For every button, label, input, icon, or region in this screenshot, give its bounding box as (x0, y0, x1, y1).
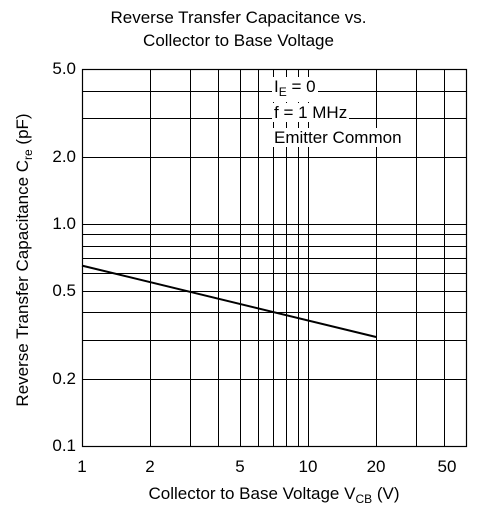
annotation-ie-sub: E (278, 85, 287, 99)
annotation-ie: IE = 0 (272, 77, 318, 102)
y-axis-label-text: Reverse Transfer Capacitance C (13, 159, 32, 407)
annotation-emitter-common: Emitter Common (272, 128, 404, 147)
annotation-ie-rest: = 0 (286, 77, 316, 96)
chart-title-line-1: Reverse Transfer Capacitance vs. (110, 8, 367, 27)
chart-title-line-2: Collector to Base Voltage (143, 31, 334, 50)
y-axis-label-sub: re (21, 149, 35, 160)
x-tick-label: 20 (366, 457, 386, 476)
x-tick-label: 5 (235, 457, 245, 476)
x-axis-label-sub: CB (355, 492, 373, 506)
x-tick-label: 50 (437, 457, 457, 476)
y-tick-label: 0.5 (52, 280, 76, 300)
y-tick-label: 2.0 (52, 147, 76, 167)
annotation-ie-text: I (274, 77, 279, 96)
y-axis-label: Reverse Transfer Capacitance Cre (pF) (13, 113, 35, 406)
y-tick-label: 5.0 (52, 59, 76, 78)
series-line-0 (81, 264, 377, 338)
plot-frame (81, 68, 468, 448)
x-tick-label: 2 (145, 457, 155, 476)
annotation-frequency: f = 1 MHz (272, 103, 350, 122)
y-tick-label: 1.0 (52, 214, 76, 234)
x-tick-label: 10 (298, 457, 318, 476)
x-axis-label-unit: (V) (372, 484, 400, 503)
y-axis-label-unit: (pF) (13, 113, 32, 150)
x-axis-label: Collector to Base Voltage VCB (V) (82, 484, 466, 506)
y-tick-label: 0.2 (52, 369, 76, 389)
y-tick-label: 0.1 (52, 436, 76, 455)
x-tick-label: 1 (77, 457, 87, 476)
x-axis-label-text: Collector to Base Voltage V (148, 484, 356, 503)
